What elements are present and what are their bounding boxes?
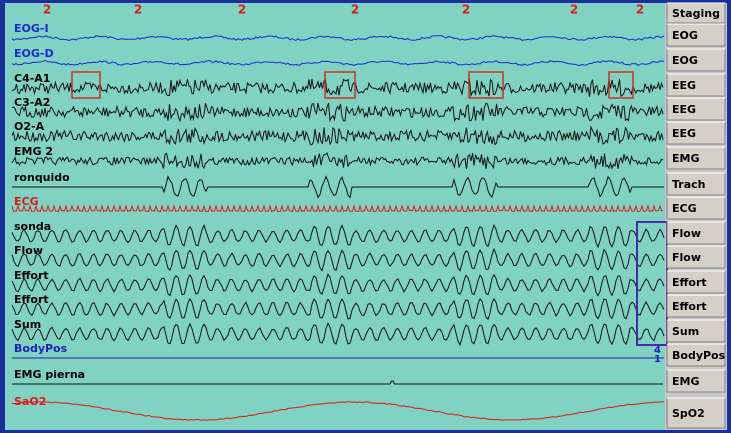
event-box [468,71,504,99]
channel-button-label: EOG [672,54,698,67]
channel-label: ronquido [14,171,70,184]
channel-button-label: Effort [672,276,707,289]
channel-button-label: EMG [672,375,700,388]
signal-trace [11,152,664,170]
signal-trace [11,35,665,41]
body-position-value: 4 [654,345,661,356]
stage-label: 2 [462,3,470,17]
channel-label: sonda [14,220,51,233]
stage-label: 2 [636,3,644,17]
channel-label: Flow [14,244,43,257]
channel-button-label: Flow [672,251,701,264]
channel-button-label: EEG [672,103,696,116]
signal-trace [11,224,665,249]
channel-button-label: Trach [672,178,706,191]
signal-trace [11,59,665,67]
stage-label: 2 [43,3,51,17]
channel-label: EOG-D [14,47,54,60]
channel-button-label: Sum [672,325,699,338]
channel-label: Sum [14,318,41,331]
channel-label: ECG [14,195,39,208]
signal-trace [12,401,665,421]
channel-button-label: EOG [672,29,698,42]
signal-trace [11,102,664,123]
channel-label: EMG 2 [14,145,53,158]
stage-label: 2 [351,3,359,17]
channel-label: Effort [14,269,49,282]
signal-trace [12,175,664,199]
channel-button-label: Flow [672,227,701,240]
channel-button-label: EMG [672,152,700,165]
signal-trace [11,247,665,272]
channel-label: O2-A [14,120,45,133]
signal-trace [11,125,664,146]
channel-label: C4-A1 [14,72,50,85]
signal-trace [11,297,665,321]
channel-label: EMG pierna [14,368,85,381]
channel-button-label: EEG [672,79,696,92]
body-position-value: 1 [654,354,661,365]
channel-label: C3-A2 [14,96,50,109]
channel-button-label: EEG [672,127,696,140]
stage-label: 2 [238,3,246,17]
channel-button-label: SpO2 [672,407,705,420]
channel-label: Effort [14,293,49,306]
signal-area [5,3,665,430]
signal-trace [11,204,664,213]
signal-trace [11,322,665,347]
stage-label: 2 [134,3,142,17]
channel-button-label: Effort [672,300,707,313]
event-box [71,71,101,99]
channel-button-label: BodyPos [672,349,726,362]
channel-label: EOG-I [14,22,49,35]
channel-label: BodyPos [14,342,68,355]
signal-trace [11,273,665,297]
event-box [324,71,356,99]
event-box [608,71,634,99]
channel-button-label: ECG [672,202,697,215]
signal-trace [11,77,664,98]
stage-label: 2 [570,3,578,17]
staging-button-label: Staging [672,7,720,20]
signal-trace [12,380,663,385]
channel-label: SaO2 [14,395,46,408]
